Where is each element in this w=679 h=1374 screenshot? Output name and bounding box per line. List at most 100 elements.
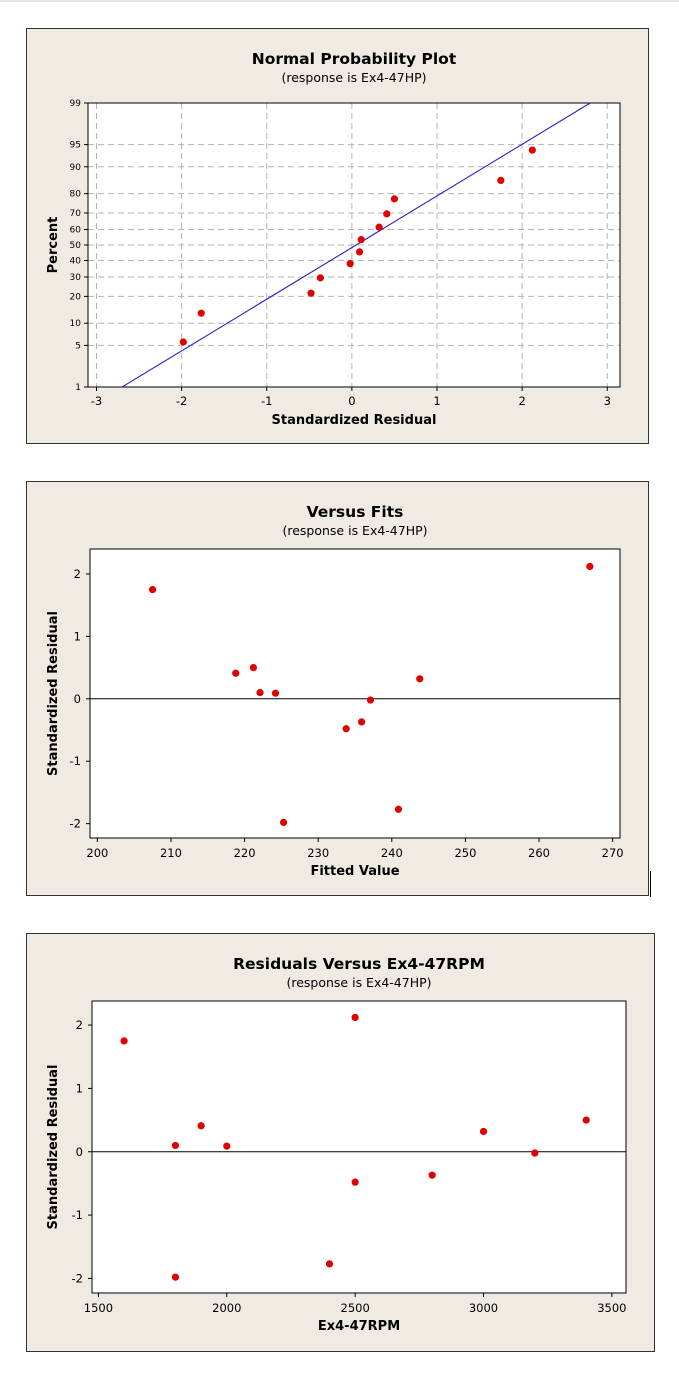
x-tick-label: 230 [307, 846, 329, 860]
data-point [232, 669, 240, 677]
x-tick-label: 2000 [212, 1301, 241, 1315]
plot-area [91, 1000, 627, 1294]
data-point [497, 176, 505, 185]
data-point [307, 289, 315, 297]
residuals-versus-rpm-plot: Residuals Versus Ex4-47RPM (response is E… [46, 955, 627, 1334]
y-tick-label: 60 [70, 226, 82, 236]
y-tick-label: 50 [70, 241, 82, 251]
x-tick-label: 1 [433, 394, 440, 408]
data-point [375, 223, 383, 231]
y-tick-label: 5 [75, 341, 81, 351]
y-tick-label: 10 [70, 319, 82, 329]
data-point [355, 248, 364, 256]
data-point [351, 1178, 359, 1186]
data-point [316, 274, 324, 282]
x-tick-label: 0 [348, 394, 355, 408]
data-point [428, 1171, 436, 1179]
x-tick-label: -1 [261, 394, 272, 408]
chart-subtitle: (response is Ex4-47HP) [282, 523, 427, 538]
y-tick-label: -1 [70, 754, 81, 768]
data-point [197, 1122, 205, 1130]
x-tick-label: 220 [234, 846, 256, 860]
plot-frame [87, 102, 621, 388]
versus-fits-plot: Versus Fits(response is Ex4-47HP)200 210 2… [46, 503, 624, 879]
data-point [383, 210, 391, 218]
normal-probability-plot-panel: Normal Probability Plot (response is Ex4-… [26, 28, 649, 444]
y-axis-label: Standardized Residual [46, 611, 61, 776]
x-axis-label: Fitted Value [310, 864, 399, 879]
y-tick-label: 1 [75, 383, 81, 393]
data-point [582, 1116, 590, 1124]
data-point [120, 1037, 128, 1045]
chart-title: Residuals Versus Ex4-47RPM [233, 955, 485, 973]
y-tick-label: 2 [76, 1018, 83, 1032]
x-tick-label: -2 [176, 394, 187, 408]
data-point [358, 718, 366, 726]
data-point [346, 260, 354, 268]
y-axis-label: Percent [46, 217, 61, 274]
data-point [197, 309, 205, 317]
normal-probability-plot: Normal Probability Plot (response is Ex4-… [46, 50, 621, 428]
y-tick-label: 95 [70, 141, 81, 151]
plot-area [89, 548, 621, 839]
fit-line [121, 102, 591, 388]
y-axis-label: Standardized Residual [46, 1065, 61, 1230]
y-tick-label: 99 [70, 99, 82, 109]
x-tick-label: 240 [381, 846, 403, 860]
versus-fits-panel: Versus Fits (response is Ex4-47HP) 200 210 2… [26, 481, 649, 896]
data-point [586, 562, 594, 571]
x-axis-label: Ex4-47RPM [318, 1319, 400, 1334]
data-point [148, 585, 157, 594]
data-point [171, 1141, 180, 1150]
y-tick-label: 1 [76, 1081, 83, 1095]
data-point [279, 818, 288, 826]
top-divider [0, 0, 679, 2]
data-point [342, 725, 350, 733]
chart-title: Versus Fits [307, 503, 404, 521]
y-tick-label: -2 [70, 817, 81, 831]
data-point [249, 663, 258, 672]
x-tick-label: 260 [528, 846, 550, 860]
panel-edge-mark [650, 871, 651, 897]
x-tick-label: 3000 [469, 1301, 498, 1315]
x-tick-label: 3 [604, 394, 611, 408]
x-tick-label: 3500 [597, 1301, 626, 1315]
chart-subtitle: (response is Ex4-47HP) [286, 975, 431, 990]
x-tick-label: 2500 [341, 1301, 370, 1315]
y-tick-label: 90 [70, 163, 82, 173]
x-tick-label: -3 [91, 394, 102, 408]
data-point [366, 696, 375, 704]
chart-subtitle: (response is Ex4-47HP) [281, 70, 426, 85]
data-point [479, 1127, 488, 1136]
data-point [271, 689, 280, 697]
y-tick-label: 20 [70, 292, 82, 302]
y-tick-label: 40 [70, 256, 82, 266]
chart-title: Normal Probability Plot [252, 50, 457, 68]
y-tick-label: 30 [70, 273, 82, 283]
data-point [179, 338, 187, 346]
y-tick-label: 0 [74, 692, 81, 706]
y-tick-label: -1 [72, 1208, 83, 1222]
y-tick-label: 0 [76, 1145, 83, 1159]
y-tick-label: 70 [70, 209, 82, 219]
y-tick-label: 1 [74, 629, 81, 643]
x-tick-label: 2 [518, 394, 525, 408]
x-tick-label: 250 [454, 846, 476, 860]
y-tick-label: -2 [72, 1271, 83, 1285]
x-axis-label: Standardized Residual [272, 413, 437, 428]
y-tick-label: 80 [70, 190, 82, 200]
data-point [394, 805, 403, 813]
x-tick-label: 200 [86, 846, 108, 860]
data-point [357, 236, 365, 244]
data-point [325, 1260, 334, 1268]
x-tick-label: 270 [602, 846, 624, 860]
data-point [223, 1142, 231, 1150]
x-tick-label: 210 [160, 846, 182, 860]
y-tick-label: 2 [74, 567, 81, 581]
x-tick-label: 1500 [84, 1301, 113, 1315]
data-point [416, 675, 424, 683]
residuals-versus-rpm-panel: Residuals Versus Ex4-47RPM (response is E… [26, 933, 655, 1352]
data-point [351, 1013, 359, 1022]
data-point [531, 1149, 539, 1157]
data-point [390, 195, 399, 203]
